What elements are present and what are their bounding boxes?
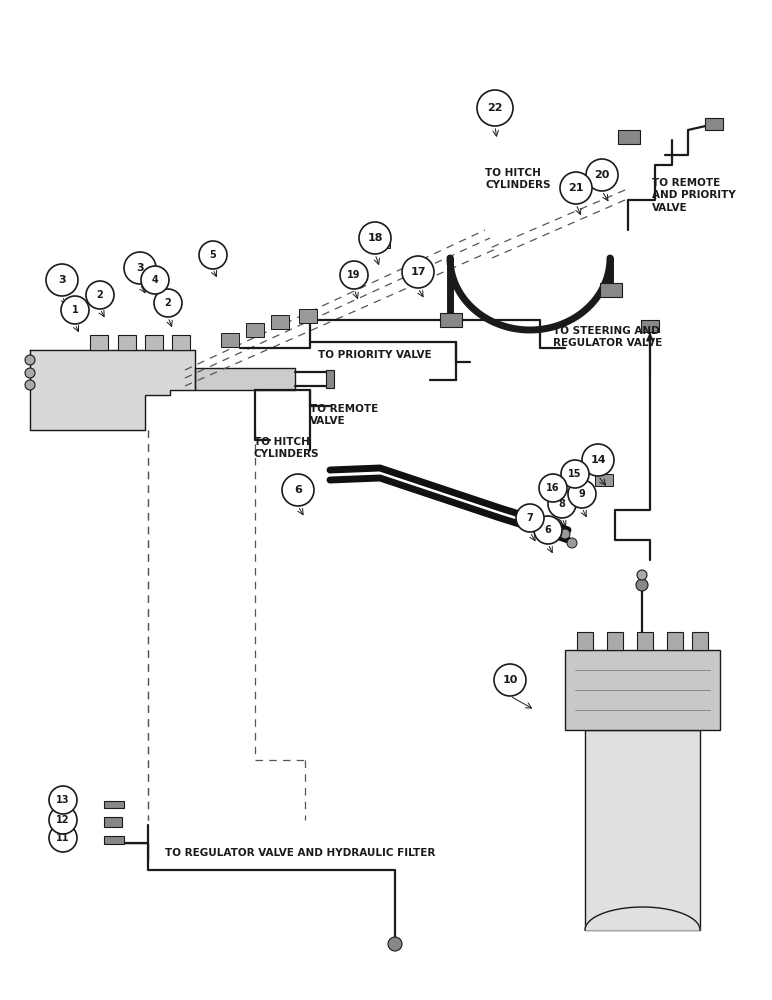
Text: TO REMOTE
AND PRIORITY
VALVE: TO REMOTE AND PRIORITY VALVE (652, 178, 736, 213)
Bar (221, 333, 239, 347)
Bar (577, 632, 593, 650)
Bar (271, 315, 289, 329)
Text: 5: 5 (210, 250, 216, 260)
Bar (705, 118, 723, 130)
Circle shape (25, 380, 35, 390)
Text: TO REGULATOR VALVE AND HYDRAULIC FILTER: TO REGULATOR VALVE AND HYDRAULIC FILTER (165, 848, 435, 858)
Circle shape (199, 241, 227, 269)
Bar (641, 320, 659, 332)
Circle shape (586, 159, 618, 191)
Circle shape (561, 460, 589, 488)
Text: 10: 10 (503, 675, 518, 685)
Text: 8: 8 (559, 499, 565, 509)
Text: TO PRIORITY VALVE: TO PRIORITY VALVE (318, 350, 432, 360)
Bar (104, 836, 124, 844)
Circle shape (636, 579, 648, 591)
Circle shape (402, 256, 434, 288)
Text: 13: 13 (56, 795, 69, 805)
Circle shape (568, 480, 596, 508)
Circle shape (61, 296, 89, 324)
Circle shape (49, 806, 77, 834)
Text: 9: 9 (579, 489, 585, 499)
Polygon shape (30, 350, 195, 430)
Text: TO STEERING AND
REGULATOR VALVE: TO STEERING AND REGULATOR VALVE (553, 326, 662, 348)
Bar (172, 335, 190, 350)
Circle shape (539, 474, 567, 502)
Circle shape (86, 281, 114, 309)
Text: 7: 7 (527, 513, 533, 523)
Circle shape (49, 824, 77, 852)
Bar (637, 632, 653, 650)
Circle shape (388, 937, 402, 951)
Text: 18: 18 (367, 233, 383, 243)
Bar (600, 283, 622, 297)
Text: 20: 20 (594, 170, 610, 180)
Bar (299, 309, 317, 323)
Bar (326, 370, 334, 388)
Circle shape (49, 786, 77, 814)
Text: TO HITCH
CYLINDERS: TO HITCH CYLINDERS (485, 168, 550, 190)
Circle shape (552, 519, 562, 529)
Bar (595, 474, 613, 486)
Polygon shape (585, 907, 700, 930)
Bar (692, 632, 708, 650)
Text: 11: 11 (56, 833, 69, 843)
Bar (104, 817, 122, 827)
Circle shape (534, 516, 562, 544)
Circle shape (25, 368, 35, 378)
Bar (440, 313, 462, 327)
Text: 3: 3 (58, 275, 66, 285)
Text: 14: 14 (590, 455, 606, 465)
Bar (585, 730, 700, 930)
Circle shape (359, 222, 391, 254)
Text: 16: 16 (547, 483, 560, 493)
Text: 6: 6 (294, 485, 302, 495)
Circle shape (25, 355, 35, 365)
Text: 2: 2 (96, 290, 103, 300)
Circle shape (582, 444, 614, 476)
Bar (565, 650, 720, 730)
Circle shape (494, 664, 526, 696)
Text: 15: 15 (568, 469, 582, 479)
Text: 4: 4 (151, 275, 158, 285)
Text: 12: 12 (56, 815, 69, 825)
Circle shape (477, 90, 513, 126)
Text: 17: 17 (410, 267, 425, 277)
Circle shape (46, 264, 78, 296)
Text: 19: 19 (347, 270, 361, 280)
Text: 2: 2 (164, 298, 171, 308)
Bar (104, 801, 124, 808)
Bar (345, 268, 363, 282)
Bar (607, 632, 623, 650)
Bar (246, 323, 264, 337)
Text: TO REMOTE
VALVE: TO REMOTE VALVE (310, 404, 378, 426)
Circle shape (282, 474, 314, 506)
Text: 21: 21 (568, 183, 584, 193)
Bar (667, 632, 683, 650)
Circle shape (637, 570, 647, 580)
Circle shape (340, 261, 368, 289)
Text: 1: 1 (72, 305, 79, 315)
Bar (618, 130, 640, 144)
Circle shape (567, 538, 577, 548)
Bar (90, 335, 108, 350)
Text: 3: 3 (136, 263, 144, 273)
Bar (195, 368, 295, 390)
Text: 6: 6 (544, 525, 551, 535)
Circle shape (516, 504, 544, 532)
Circle shape (154, 289, 182, 317)
Circle shape (548, 490, 576, 518)
Circle shape (560, 529, 570, 539)
Bar (118, 335, 136, 350)
Bar (145, 335, 163, 350)
Circle shape (560, 172, 592, 204)
Circle shape (141, 266, 169, 294)
Circle shape (124, 252, 156, 284)
Text: 22: 22 (487, 103, 503, 113)
Bar (370, 232, 390, 248)
Text: TO HITCH
CYLINDERS: TO HITCH CYLINDERS (254, 437, 320, 459)
